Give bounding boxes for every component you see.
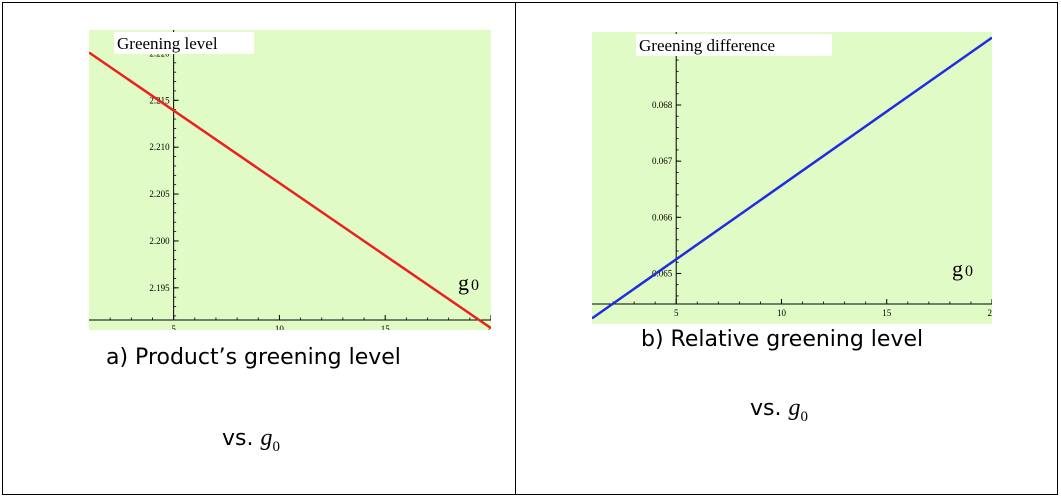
vs-symbol-a: g	[260, 425, 273, 451]
title-background	[636, 34, 832, 56]
vs-text-a: vs.	[222, 426, 254, 451]
chart-greening-level: 2.1952.2002.2052.2102.2152.2205101520Gre…	[89, 30, 491, 330]
vs-text-b: vs.	[750, 396, 782, 421]
x-tick-label: 10	[275, 324, 285, 330]
y-tick-label: 0.065	[652, 268, 673, 278]
panel-divider	[515, 2, 516, 495]
x-tick-label: 5	[171, 324, 176, 330]
vs-subscript-b: 0	[800, 409, 808, 425]
y-tick-label: 2.200	[149, 236, 170, 246]
chart-title: Greening difference	[639, 36, 775, 55]
x-axis-label: g	[952, 256, 963, 281]
y-tick-label: 2.195	[149, 283, 170, 293]
y-tick-label: 2.210	[149, 142, 170, 152]
x-axis-label-subscript: 0	[471, 277, 479, 294]
x-axis-label-subscript: 0	[965, 263, 973, 280]
x-tick-label: 5	[674, 308, 679, 318]
caption-a: a) Product’s greening level	[106, 345, 401, 370]
caption-b: b) Relative greening level	[641, 327, 924, 352]
vs-label-a: vs. g0	[222, 425, 280, 456]
y-tick-label: 0.066	[652, 212, 673, 222]
y-tick-label: 0.068	[652, 100, 673, 110]
chart-greening-difference: 0.0650.0660.0670.0680.0695101520Greening…	[592, 32, 992, 324]
vs-label-b: vs. g0	[750, 395, 808, 426]
x-tick-label: 15	[882, 308, 892, 318]
vs-subscript-a: 0	[272, 439, 280, 455]
series-line	[592, 36, 992, 320]
x-tick-label: 20	[988, 308, 993, 318]
chart-title: Greening level	[117, 34, 218, 53]
series-line	[89, 51, 491, 330]
plot-background	[89, 30, 491, 330]
x-tick-label: 10	[777, 308, 787, 318]
vs-symbol-b: g	[788, 395, 801, 421]
y-tick-label: 0.067	[652, 156, 673, 166]
x-tick-label: 15	[381, 324, 391, 330]
x-axis-label: g	[458, 270, 469, 295]
title-background	[114, 32, 254, 54]
y-tick-label: 2.205	[149, 189, 170, 199]
